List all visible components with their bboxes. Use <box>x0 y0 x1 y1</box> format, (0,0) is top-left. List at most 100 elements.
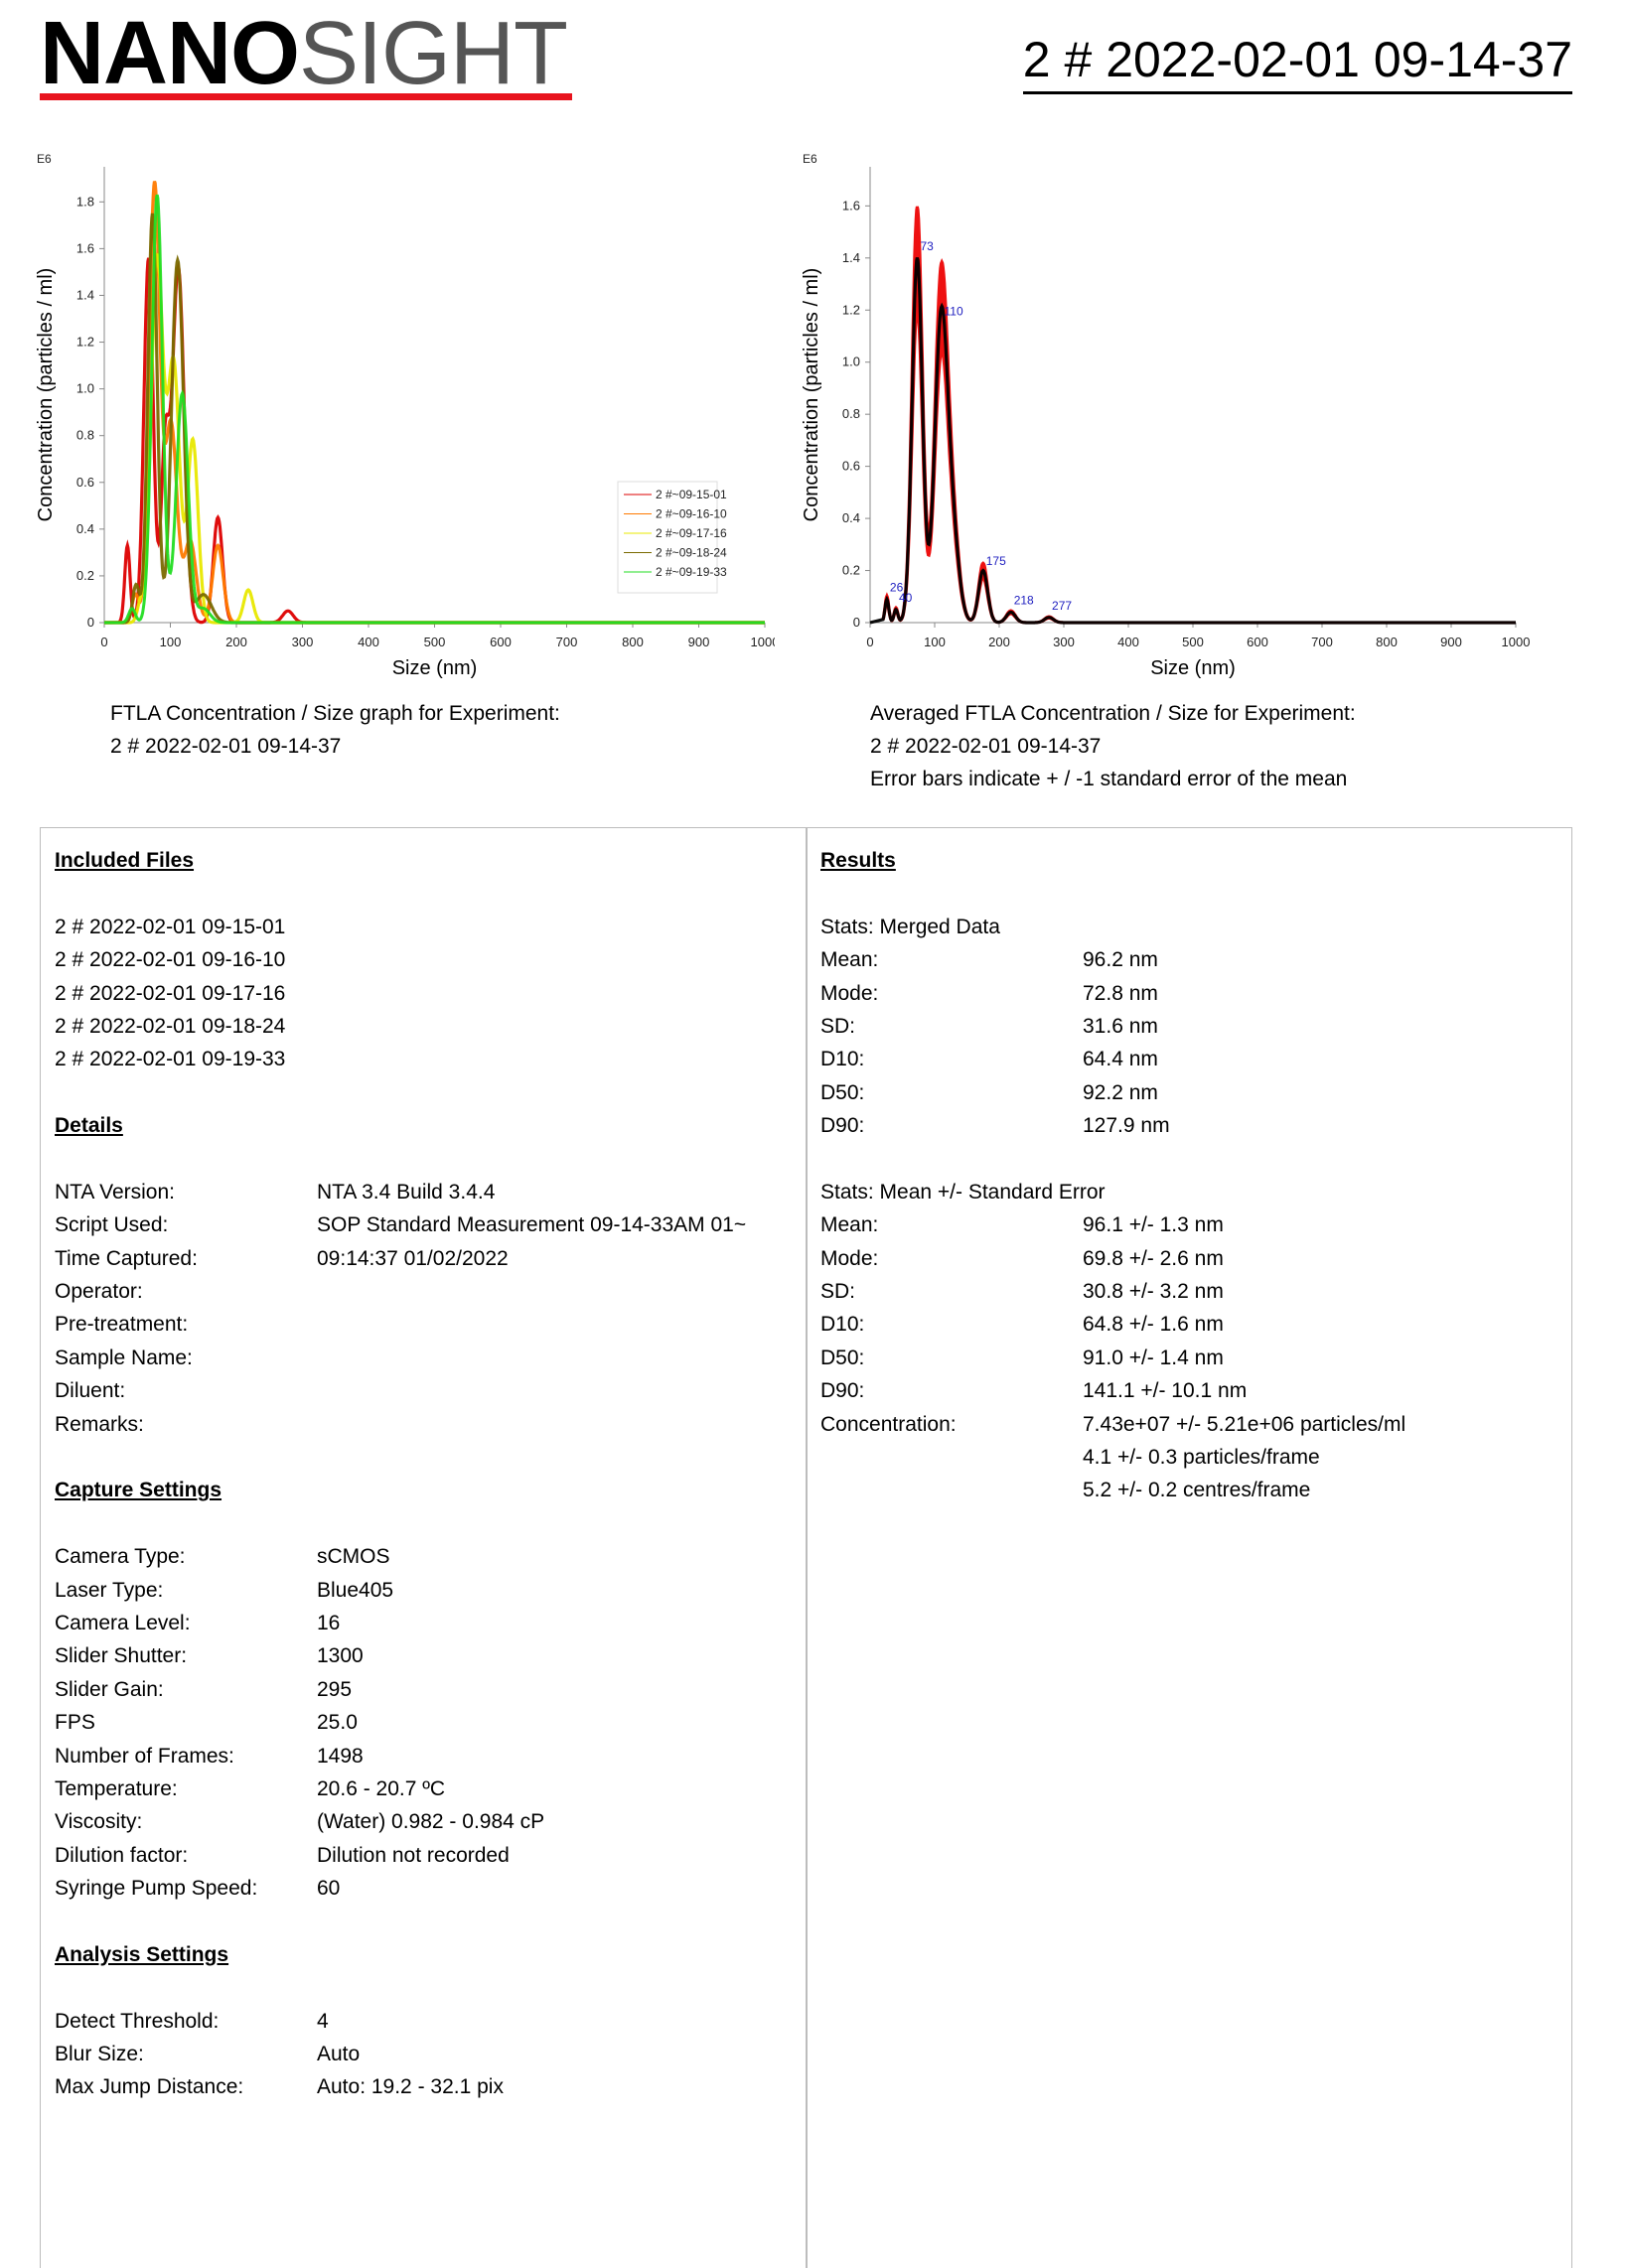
field-value: 92.2 nm <box>1083 1080 1158 1104</box>
error-band <box>881 206 1516 625</box>
field-label: Mode: <box>820 981 879 1005</box>
field-value: 69.8 +/- 2.6 nm <box>1083 1246 1224 1270</box>
x-tick-label: 600 <box>490 635 512 649</box>
legend-entry: 2 #~09-15-01 <box>656 488 727 501</box>
field-row: Sample Name: <box>55 1342 800 1374</box>
text-line: 2 # 2022-02-01 09-18-24 <box>55 1010 800 1043</box>
field-row: Time Captured: 09:14:37 01/02/2022 <box>55 1242 800 1275</box>
field-label: SD: <box>820 1280 856 1304</box>
field-row: D90: 141.1 +/- 10.1 nm <box>820 1374 1555 1407</box>
report-title: 2 # 2022-02-01 09-14-37 <box>1022 30 1572 94</box>
text-line-value: 2 # 2022-02-01 09-19-33 <box>55 1048 286 1071</box>
legend-entry: 2 #~09-16-10 <box>656 507 727 521</box>
field-label: Remarks: <box>55 1412 144 1436</box>
y-tick-label: 1.6 <box>842 198 860 213</box>
spacer <box>55 1507 800 1540</box>
y-tick-label: 1.8 <box>76 194 94 209</box>
legend-box <box>617 481 718 594</box>
series-line <box>869 257 1516 625</box>
chart1-caption-line: FTLA Concentration / Size graph for Expe… <box>110 702 560 725</box>
field-label: Slider Gain: <box>55 1677 164 1701</box>
spacer <box>820 877 1555 910</box>
field-row: Dilution factor: Dilution not recorded <box>55 1839 800 1872</box>
x-tick-label: 600 <box>1247 635 1268 649</box>
field-value: 5.2 +/- 0.2 centres/frame <box>1083 1479 1311 1502</box>
x-tick-label: 800 <box>1376 635 1398 649</box>
spacer <box>55 1971 800 2004</box>
field-label: Pre-treatment: <box>55 1313 189 1337</box>
field-value: 09:14:37 01/02/2022 <box>317 1246 509 1270</box>
peak-label: 277 <box>1052 599 1072 613</box>
field-label: D90: <box>820 1379 865 1403</box>
x-tick-label: 800 <box>622 635 644 649</box>
field-label: Camera Level: <box>55 1611 191 1634</box>
x-tick-label: 1000 <box>1502 635 1531 649</box>
y-tick-label: 0.6 <box>842 459 860 474</box>
spacer <box>55 1076 800 1109</box>
legend: 2 #~09-15-01 2 #~09-16-10 2 #~09-17-16 2 #~… <box>617 481 727 594</box>
field-label: D50: <box>820 1080 865 1104</box>
peak-label: 26 <box>890 580 904 594</box>
chart2-caption-line: Error bars indicate + / -1 standard erro… <box>870 768 1348 790</box>
field-label: FPS <box>55 1711 95 1735</box>
field-row: Temperature: 20.6 - 20.7 ºC <box>55 1772 800 1805</box>
field-value: 1498 <box>317 1744 364 1768</box>
field-value: 31.6 nm <box>1083 1014 1158 1038</box>
field-label: Viscosity: <box>55 1810 143 1834</box>
field-label: D10: <box>820 1313 865 1337</box>
logo-text: NANOSIGHT <box>40 6 568 101</box>
field-row: Operator: <box>55 1275 800 1308</box>
field-row: D50: 92.2 nm <box>820 1076 1555 1109</box>
x-tick-label: 900 <box>1440 635 1462 649</box>
y-axis-label: Concentration (particles / ml) <box>35 268 57 522</box>
field-row: Concentration: 7.43e+07 +/- 5.21e+06 part… <box>820 1408 1555 1441</box>
y-tick-label: 0.4 <box>76 521 94 536</box>
text-line-value: 2 # 2022-02-01 09-15-01 <box>55 915 286 938</box>
averaged-concentration-chart-svg: E6 0 0.2 0.4 0.6 0.8 1.0 1.2 1.4 1.6 0 100 200 300 400… <box>801 152 1531 679</box>
x-axis-label: Size (nm) <box>392 657 478 679</box>
field-label: Sample Name: <box>55 1346 193 1369</box>
field-row: Mode: 69.8 +/- 2.6 nm <box>820 1242 1555 1275</box>
field-label: Diluent: <box>55 1379 126 1403</box>
x-tick-label: 100 <box>924 635 946 649</box>
field-value: 64.4 nm <box>1083 1048 1158 1071</box>
field-label: Detect Threshold: <box>55 2009 220 2033</box>
spacer <box>55 1143 800 1176</box>
y-tick-label: 0 <box>853 615 860 630</box>
text-line: Stats: Mean +/- Standard Error <box>820 1176 1555 1208</box>
field-label: Mean: <box>820 1213 879 1237</box>
field-row: D90: 127.9 nm <box>820 1109 1555 1142</box>
concentration-size-chart: E6 0 0.2 0.4 0.6 0.8 1.0 1.2 1.4 1.6 1.8 0 100 200 300… <box>0 139 779 695</box>
peak-label: 218 <box>1014 594 1034 608</box>
field-label: Script Used: <box>55 1213 169 1237</box>
text-line: 2 # 2022-02-01 09-16-10 <box>55 943 800 976</box>
x-tick-label: 200 <box>988 635 1010 649</box>
y-tick-label: 1.2 <box>76 335 94 350</box>
field-row: Remarks: <box>55 1408 800 1441</box>
section-heading-text: Details <box>55 1114 123 1138</box>
series-line <box>104 194 765 625</box>
field-row: Camera Type: sCMOS <box>55 1540 800 1573</box>
field-label: Blur Size: <box>55 2043 144 2066</box>
field-value: 7.43e+07 +/- 5.21e+06 particles/ml <box>1083 1412 1406 1436</box>
logo-underline <box>40 93 572 100</box>
text-line-value: 2 # 2022-02-01 09-18-24 <box>55 1014 286 1038</box>
field-row: Slider Gain: 295 <box>55 1673 800 1706</box>
field-value: (Water) 0.982 - 0.984 cP <box>317 1810 545 1834</box>
x-tick-label: 700 <box>556 635 578 649</box>
field-row: Camera Level: 16 <box>55 1607 800 1639</box>
field-row: Max Jump Distance: Auto: 19.2 - 32.1 pix <box>55 2070 800 2103</box>
peak-label: 40 <box>899 591 913 605</box>
field-value: 60 <box>317 1877 341 1901</box>
peak-label: 175 <box>986 554 1006 568</box>
x-tick-label: 0 <box>100 635 107 649</box>
chart1-caption: FTLA Concentration / Size graph for Expe… <box>110 697 560 763</box>
field-row: SD: 31.6 nm <box>820 1010 1555 1043</box>
section-heading: Included Files <box>55 844 800 877</box>
y-tick-label: 1.4 <box>842 250 860 265</box>
section-heading: Analysis Settings <box>55 1938 800 1971</box>
field-value: 4 <box>317 2009 329 2033</box>
field-value: 1300 <box>317 1644 364 1668</box>
text-line-value: 2 # 2022-02-01 09-17-16 <box>55 981 286 1005</box>
y-tick-label: 0 <box>87 615 94 630</box>
